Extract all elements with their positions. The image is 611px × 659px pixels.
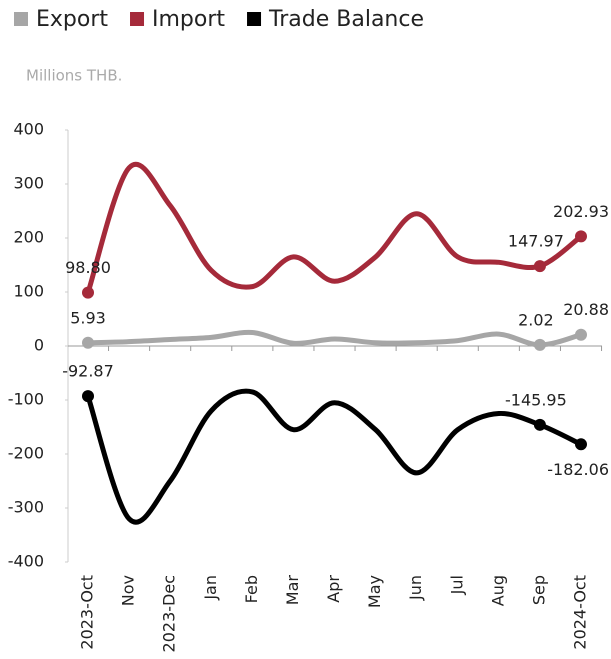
marker <box>82 336 94 349</box>
data-label: 147.97 <box>508 232 564 251</box>
data-label: -182.06 <box>547 460 609 479</box>
marker <box>533 418 546 431</box>
y-tick-label: 100 <box>13 282 44 301</box>
legend-swatch <box>247 12 262 26</box>
data-label: -92.87 <box>62 362 114 381</box>
legend-swatch <box>130 12 145 26</box>
legend-label: Trade Balance <box>268 7 424 32</box>
y-tick-label: -200 <box>8 444 44 463</box>
marker <box>575 230 587 243</box>
x-tick-label: Mar <box>283 575 302 606</box>
data-label: 20.88 <box>563 300 609 319</box>
x-tick-label: 2024-Oct <box>571 575 590 650</box>
x-tick-label: Jul <box>447 575 466 595</box>
x-tick-label: Sep <box>529 575 548 605</box>
line <box>85 388 584 525</box>
x-tick-label: Aug <box>488 575 507 606</box>
legend-label: Export <box>36 7 108 32</box>
y-tick-label: -100 <box>8 390 44 409</box>
x-tick-label: Jan <box>201 575 220 601</box>
marker <box>82 390 94 403</box>
data-label: -145.95 <box>505 390 567 409</box>
y-tick-label: -400 <box>8 552 44 571</box>
marker <box>533 338 546 351</box>
y-tick-label: 300 <box>13 174 44 193</box>
data-label: 202.93 <box>553 202 609 221</box>
y-tick-label: 400 <box>13 120 44 139</box>
y-tick-label: 0 <box>34 336 44 355</box>
x-tick-label: 2023-Oct <box>78 575 97 650</box>
marker <box>82 286 94 299</box>
x-tick-label: 2023-Dec <box>160 575 179 652</box>
x-tick-label: Apr <box>324 575 343 603</box>
legend-label: Import <box>152 7 225 32</box>
y-tick-label: 200 <box>13 228 44 247</box>
x-tick-label: Feb <box>242 575 261 603</box>
line <box>85 162 584 296</box>
marker <box>575 438 587 451</box>
y-tick-label: -300 <box>8 498 44 517</box>
x-tick-label: Nov <box>119 575 138 606</box>
data-label: 98.80 <box>65 258 111 277</box>
legend-swatch <box>14 12 28 26</box>
x-tick-label: Jun <box>406 575 425 601</box>
line <box>85 329 584 348</box>
marker <box>575 328 587 341</box>
x-tick-label: May <box>365 575 384 608</box>
data-label: 2.02 <box>518 310 554 329</box>
marker <box>533 260 546 273</box>
data-label: 5.93 <box>70 308 106 327</box>
chart-subtitle: Millions THB. <box>26 67 122 85</box>
